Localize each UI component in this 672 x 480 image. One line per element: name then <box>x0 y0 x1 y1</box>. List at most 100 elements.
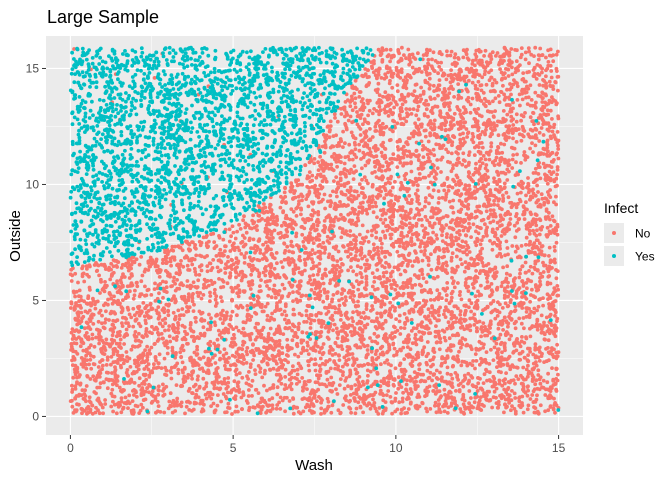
data-point-no <box>508 380 512 385</box>
data-point-no <box>469 396 473 400</box>
data-point-no <box>442 188 447 193</box>
data-point-no <box>292 312 297 317</box>
data-point-no <box>364 304 369 308</box>
data-point-no <box>103 320 107 325</box>
data-point-no <box>320 345 324 350</box>
data-point-no <box>502 181 507 186</box>
data-point-no <box>351 269 356 274</box>
data-point-no <box>283 375 288 379</box>
data-point-no <box>282 257 287 262</box>
data-point-no <box>550 150 555 155</box>
data-point-no <box>293 352 297 357</box>
data-point-no <box>76 330 81 334</box>
data-point-no <box>526 176 530 180</box>
data-point-no <box>553 313 557 318</box>
data-point-no <box>168 391 173 396</box>
data-point-no <box>424 360 429 365</box>
data-point-no <box>242 289 247 293</box>
data-point-no <box>484 82 489 87</box>
data-point-no <box>319 330 324 334</box>
data-point-no <box>517 132 522 137</box>
data-point-no <box>362 344 367 349</box>
data-point-no <box>268 202 272 207</box>
data-point-no <box>395 83 400 87</box>
data-point-no <box>535 393 539 398</box>
data-point-no <box>212 240 217 245</box>
data-point-no <box>445 354 450 358</box>
data-point-no <box>449 244 454 249</box>
data-point-no <box>277 308 282 312</box>
data-point-no <box>478 251 483 256</box>
data-point-no <box>454 389 458 393</box>
data-point-no <box>146 309 151 313</box>
data-point-no <box>537 387 542 392</box>
data-point-no <box>174 271 179 276</box>
data-point-no <box>299 212 303 217</box>
data-point-no <box>244 230 249 235</box>
data-point-no <box>87 362 91 367</box>
data-point-no <box>513 381 517 386</box>
data-point-no <box>408 259 413 263</box>
data-point-no <box>426 114 430 119</box>
data-point-no <box>383 255 387 259</box>
data-point-no <box>515 191 520 196</box>
data-point-no <box>196 294 201 298</box>
data-point-no <box>412 242 417 247</box>
data-point-no <box>553 80 558 84</box>
data-point-no <box>131 296 136 301</box>
data-point-no <box>505 392 510 397</box>
data-point-no <box>264 247 268 251</box>
data-point-no <box>208 290 212 295</box>
data-point-no <box>434 142 439 147</box>
data-point-no <box>129 272 134 277</box>
data-point-no <box>176 262 180 267</box>
data-point-no <box>248 335 252 340</box>
data-point-no <box>215 372 220 377</box>
data-point-no <box>378 388 383 393</box>
data-point-no <box>551 125 556 130</box>
data-point-no <box>418 312 423 316</box>
data-point-no <box>511 136 515 141</box>
data-point-no <box>390 227 395 232</box>
data-point-no <box>442 308 447 313</box>
data-point-no <box>489 310 494 315</box>
data-point-no <box>306 280 311 285</box>
data-point-no <box>139 402 144 407</box>
data-point-no <box>325 234 330 239</box>
data-point-no <box>510 157 515 162</box>
data-point-no <box>466 284 470 289</box>
data-point-no <box>420 122 424 127</box>
data-point-no <box>478 98 483 103</box>
data-point-no <box>237 222 242 227</box>
data-point-no <box>389 286 394 290</box>
data-point-no <box>469 235 473 240</box>
data-point-no <box>515 365 520 370</box>
data-point-no <box>467 153 471 158</box>
data-point-no <box>382 265 387 270</box>
data-point-no <box>277 400 281 405</box>
data-point-no <box>544 74 548 79</box>
data-point-no <box>404 56 408 61</box>
data-point-no <box>413 57 418 61</box>
data-point-no <box>524 235 529 240</box>
data-point-no <box>223 249 227 254</box>
data-point-no <box>455 175 460 180</box>
data-point-no <box>312 393 317 398</box>
data-point-no <box>230 309 235 314</box>
data-point-no <box>335 330 339 335</box>
data-point-no <box>400 205 405 209</box>
data-point-no <box>127 289 132 294</box>
data-point-no <box>365 211 370 216</box>
data-point-no <box>441 247 446 251</box>
data-point-no <box>399 367 404 372</box>
data-point-no <box>244 381 249 386</box>
data-point-no <box>307 191 312 196</box>
data-point-no <box>401 345 406 350</box>
data-point-no <box>552 347 556 352</box>
data-point-no <box>234 404 239 409</box>
data-point-no <box>342 386 347 391</box>
data-point-no <box>541 133 546 137</box>
data-point-no <box>156 332 161 337</box>
data-point-no <box>364 235 368 240</box>
data-point-no <box>256 391 261 395</box>
